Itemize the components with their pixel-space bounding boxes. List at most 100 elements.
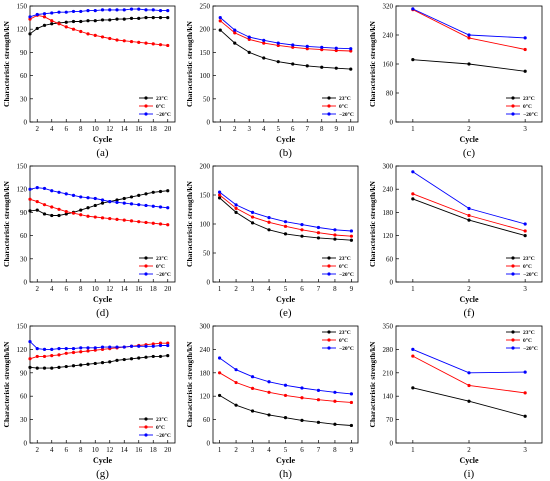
y-axis-label: Characteristic strength/kN [368, 20, 377, 106]
y-tick-label: 0 [24, 279, 28, 287]
data-point [122, 39, 126, 43]
y-tick-label: 60 [20, 72, 28, 80]
x-tick-label: 2 [234, 446, 238, 454]
y-tick-label: 160 [383, 61, 394, 69]
y-tick-label: 150 [200, 192, 211, 200]
y-tick-label: 120 [17, 26, 28, 34]
y-tick-label: 0 [24, 440, 28, 448]
data-point [349, 234, 354, 238]
data-point [50, 354, 54, 358]
y-tick-label: 0 [207, 279, 211, 287]
data-point [166, 354, 170, 358]
data-point [35, 26, 39, 31]
data-point [42, 12, 47, 16]
data-point [122, 8, 126, 12]
data-point [523, 370, 527, 374]
y-tick-label: 60 [20, 232, 28, 240]
data-point [316, 225, 321, 230]
data-point [151, 190, 155, 194]
panel-caption: (f) [464, 307, 475, 319]
chart-panel-b: 0 50 100 150 200 250 1 2 3 4 5 6 7 8 9 10 Cycle Character… [185, 3, 359, 159]
y-tick-label: 90 [20, 369, 28, 377]
data-point [137, 203, 141, 207]
x-tick-label: 20 [164, 446, 172, 454]
y-tick-label: 80 [386, 90, 394, 98]
x-tick-label: 12 [106, 446, 114, 454]
data-point [122, 17, 126, 21]
chart-panel-h: 0 60 120 180 240 300 1 2 3 4 5 6 7 8 9 Cycle Characteris… [185, 323, 359, 480]
data-point [250, 375, 255, 379]
x-tick-label: 6 [300, 446, 304, 454]
legend-marker [144, 417, 148, 421]
data-point [166, 206, 170, 210]
legend-marker [511, 272, 515, 276]
y-tick-label: 240 [383, 186, 394, 194]
x-tick-label: 4 [50, 446, 54, 454]
y-tick-label: 0 [390, 440, 394, 448]
y-tick-label: 60 [20, 393, 28, 401]
x-tick-label: 10 [347, 125, 355, 133]
data-point [115, 200, 119, 204]
y-tick-label: 120 [383, 232, 394, 240]
y-tick-label: 30 [20, 255, 28, 263]
y-axis-label: Characteristic strength/kN [2, 341, 11, 427]
data-point [467, 33, 471, 37]
data-point [467, 218, 471, 222]
data-point [71, 350, 76, 355]
legend-marker [511, 264, 515, 268]
y-tick-label: 150 [200, 49, 211, 57]
x-tick-label: 2 [36, 285, 40, 293]
x-tick-label: 1 [411, 446, 415, 454]
data-point [144, 16, 148, 20]
data-point [333, 233, 337, 237]
y-tick-label: 50 [203, 95, 211, 103]
data-point [71, 19, 76, 24]
data-point [115, 38, 119, 42]
x-axis-label: Cycle [459, 135, 479, 144]
data-point [250, 386, 255, 390]
data-point [93, 215, 97, 219]
data-point [283, 232, 288, 236]
data-point [349, 238, 354, 242]
legend-marker [511, 104, 515, 108]
legend-label: 0°C [156, 103, 165, 110]
legend-marker [327, 264, 331, 268]
data-point [122, 357, 126, 362]
data-point [28, 187, 32, 191]
y-tick-label: 320 [383, 3, 394, 11]
data-point [267, 216, 271, 220]
data-point [333, 237, 337, 241]
data-point [79, 19, 83, 24]
chart-panel-i: 0 70 140 210 280 350 1 2 3 Cycle Characteristic st… [368, 323, 543, 480]
data-point [50, 22, 54, 26]
data-point [93, 361, 97, 366]
data-point [100, 347, 105, 351]
chart-panel-d: 0 30 60 90 120 150 2 4 6 8 10 12 14 16 18 20 Cycle Charac… [2, 163, 176, 319]
data-point [100, 345, 105, 349]
data-point [283, 416, 288, 420]
y-tick-label: 0 [390, 119, 394, 127]
data-point [100, 8, 105, 12]
data-point [166, 223, 170, 227]
data-point [42, 203, 47, 207]
data-point [86, 346, 90, 350]
data-point [166, 343, 170, 348]
legend-label: 23°C [156, 95, 168, 102]
data-point [86, 349, 90, 353]
data-point [93, 19, 97, 23]
data-point [93, 9, 97, 13]
data-point [129, 357, 134, 361]
data-point [158, 354, 163, 359]
data-point [144, 8, 148, 12]
data-point [283, 393, 288, 398]
x-tick-label: 8 [79, 285, 83, 293]
data-point [316, 236, 321, 240]
panel-caption: (i) [464, 468, 475, 480]
x-tick-label: 4 [267, 285, 271, 293]
data-point [64, 192, 68, 196]
legend-marker [144, 256, 148, 260]
x-tick-label: 16 [135, 285, 143, 293]
data-point [151, 8, 155, 12]
series-line [219, 395, 352, 426]
panel-caption: (d) [96, 307, 109, 319]
